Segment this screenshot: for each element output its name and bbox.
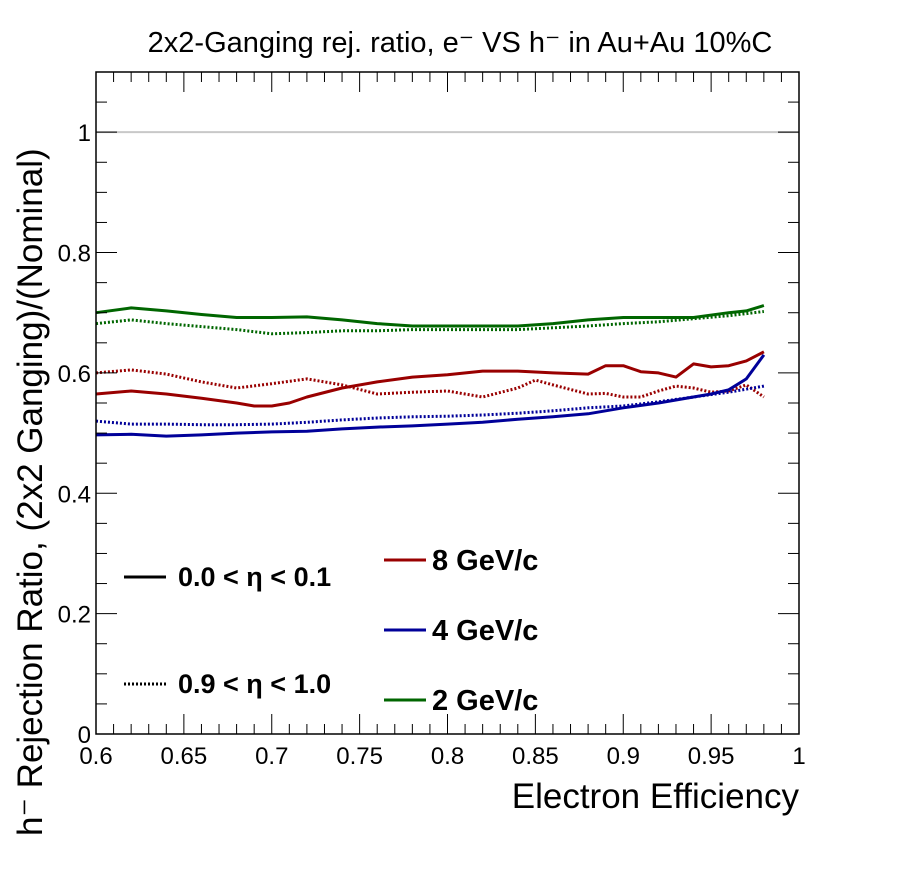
y-tick-label: 0.2 (58, 602, 91, 629)
y-tick-label: 1 (78, 120, 91, 147)
legend-label-momentum: 4 GeV/c (432, 615, 538, 647)
ticks-layer (95, 71, 800, 735)
x-tick-label: 0.6 (79, 743, 112, 770)
x-tick-label: 0.65 (161, 743, 208, 770)
x-tick-label: 0.85 (512, 743, 559, 770)
y-axis-label: h⁻ Rejection Ratio, (2x2 Ganging)/(Nomin… (11, 148, 50, 836)
y-tick-label: 0 (78, 722, 91, 749)
x-tick-label: 0.95 (688, 743, 735, 770)
x-tick-label: 0.75 (336, 743, 383, 770)
x-tick-label: 0.7 (255, 743, 288, 770)
y-tick-label: 0.6 (58, 361, 91, 388)
chart-title: 2x2-Ganging rej. ratio, e⁻ VS h⁻ in Au+A… (148, 27, 773, 59)
x-tick-label: 0.9 (607, 743, 640, 770)
series-line-4-gev-csolid (95, 354, 766, 438)
x-axis-label: Electron Efficiency (512, 777, 800, 816)
y-tick-label: 0.4 (58, 481, 91, 508)
series-line-8-gev-cdotted (95, 368, 765, 399)
series-line-8-gev-csolid (95, 350, 765, 408)
legend-label-dotted: 0.9 < η < 1.0 (178, 669, 331, 699)
series-layer (95, 304, 766, 438)
x-tick-label: 0.8 (431, 743, 464, 770)
x-tick-label: 1 (792, 743, 805, 770)
legend-label-momentum: 2 GeV/c (432, 685, 538, 717)
series-line-4-gev-cdotted (95, 384, 765, 427)
tick-labels-layer: 0.6 0.65 0.7 0.75 0.8 0.85 0.9 0.95 1 0 0.2 0.4 0.6 0… (58, 120, 806, 770)
y-tick-label: 0.8 (58, 241, 91, 268)
legend-label-momentum: 8 GeV/c (432, 545, 538, 577)
series-line-2-gev-cdotted (95, 310, 765, 336)
legend-label-solid: 0.0 < η < 0.1 (178, 562, 331, 592)
legend: 0.0 < η < 0.1 0.9 < η < 1.0 8 GeV/c 4 GeV/c… (124, 545, 538, 717)
series-line-2-gev-csolid (95, 304, 765, 328)
